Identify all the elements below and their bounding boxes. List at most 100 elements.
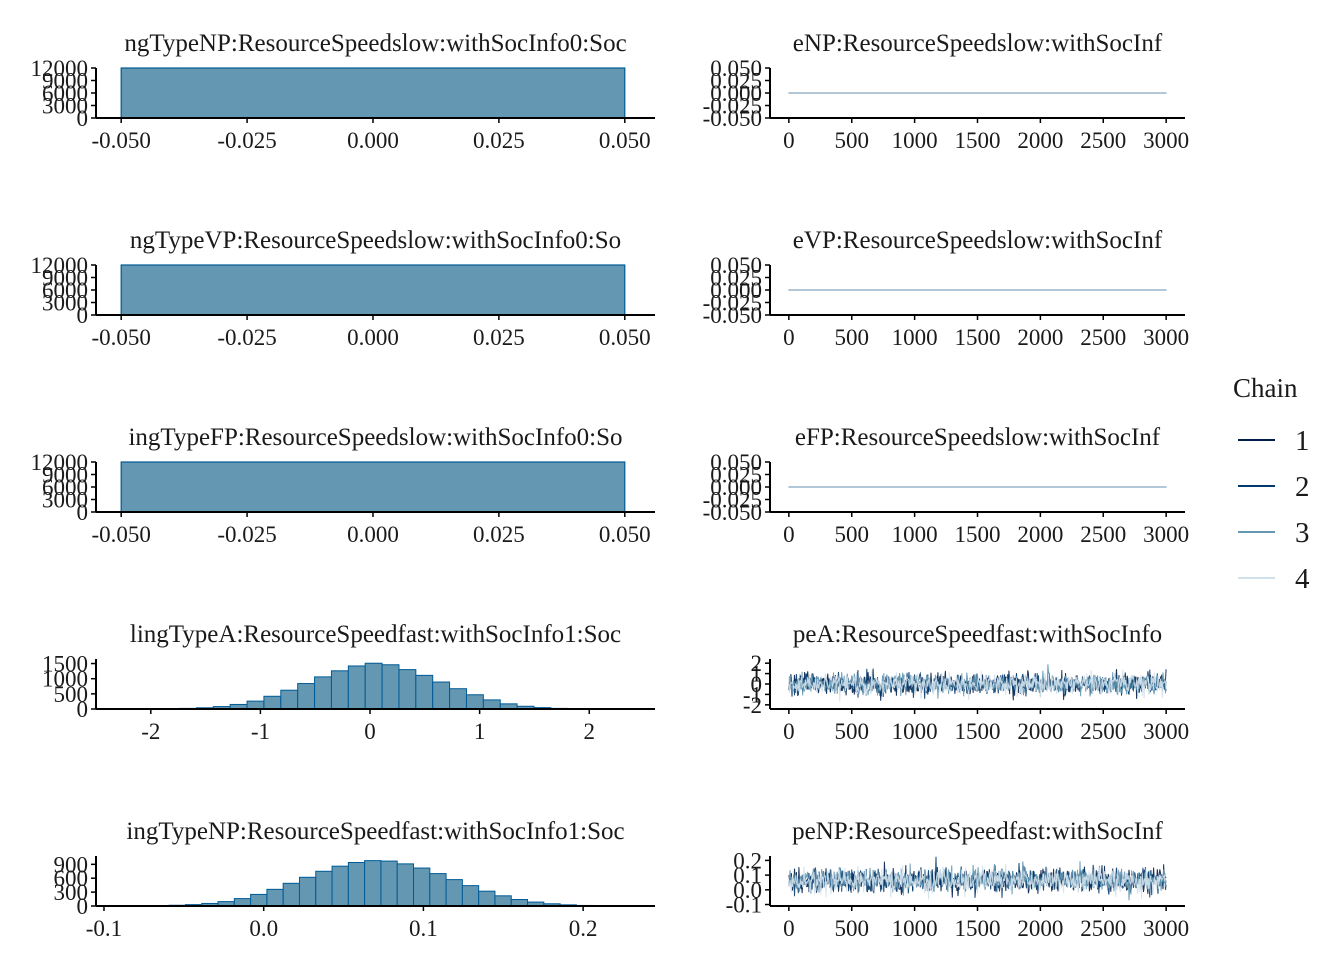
- x-tick-label: -0.050: [91, 128, 150, 153]
- histogram-bar: [314, 676, 332, 710]
- x-tick-label: -0.025: [217, 522, 276, 547]
- x-tick-label: 3000: [1143, 128, 1189, 153]
- x-tick-label: 0: [783, 128, 795, 153]
- legend-item-chain-3: 3: [1238, 517, 1310, 549]
- x-tick-label: 1500: [955, 719, 1001, 744]
- legend-items: 1 2 3 4: [1238, 425, 1310, 595]
- panel-9: ingTypeNP:ResourceSpeedfast:withSocInfo1…: [54, 818, 655, 941]
- histogram-bar: [449, 688, 467, 710]
- histogram-bar: [445, 879, 463, 907]
- y-tick-label: -0.1: [726, 893, 762, 918]
- legend-item-chain-4: 4: [1238, 563, 1310, 595]
- histogram-bar: [315, 870, 333, 907]
- x-tick-label: 0: [783, 325, 795, 350]
- histogram-bar: [347, 665, 366, 710]
- histogram-bar: [280, 689, 299, 710]
- histogram-bar: [461, 885, 480, 907]
- x-tick-label: 0.0: [249, 916, 278, 941]
- x-tick-label: -0.050: [91, 522, 150, 547]
- histogram-bar: [380, 860, 398, 907]
- legend-item-chain-1: 1: [1238, 425, 1310, 457]
- histogram-bars: [120, 67, 626, 119]
- histogram-bar: [364, 662, 383, 710]
- y-tick-label: 9000: [42, 69, 88, 94]
- y-tick-label: 12000: [31, 450, 89, 475]
- x-tick-label: 0.000: [347, 522, 399, 547]
- x-tick-label: 2500: [1080, 719, 1126, 744]
- x-tick-label: 2500: [1080, 916, 1126, 941]
- y-tick-label: 1500: [42, 652, 88, 677]
- legend-label: 2: [1295, 471, 1310, 503]
- panel-title: peA:ResourceSpeedfast:withSocInfo: [793, 621, 1162, 648]
- x-tick-label: 2000: [1017, 128, 1063, 153]
- y-tick-label: -0.050: [703, 106, 762, 131]
- histogram-bar: [298, 876, 317, 907]
- x-tick-label: -1: [251, 719, 270, 744]
- y-tick-label: 0: [77, 894, 89, 919]
- y-tick-label: 0: [77, 697, 89, 722]
- histogram-bar: [396, 863, 415, 907]
- x-tick-label: -2: [141, 719, 160, 744]
- x-tick-label: 0.050: [599, 522, 651, 547]
- y-tick-label: 0.1: [733, 863, 762, 888]
- legend-title: Chain: [1233, 373, 1298, 403]
- y-tick-label: 0: [751, 672, 763, 697]
- histogram-bar: [120, 461, 626, 513]
- x-tick-label: 2: [583, 719, 595, 744]
- y-tick-label: 0.000: [710, 475, 762, 500]
- panel-7: lingTypeA:ResourceSpeedfast:withSocInfo1…: [42, 621, 655, 744]
- y-tick-label: 2: [751, 651, 763, 676]
- legend-label: 3: [1295, 517, 1310, 549]
- x-tick-label: 1000: [892, 522, 938, 547]
- histogram-bar: [478, 890, 496, 907]
- y-tick-label: 0.025: [710, 69, 762, 94]
- y-tick-label: 3000: [42, 291, 88, 316]
- histogram-bar: [233, 898, 252, 907]
- y-tick-label: -0.050: [703, 500, 762, 525]
- trace-line-chain-4: [788, 669, 1167, 702]
- x-tick-label: 500: [834, 916, 869, 941]
- x-tick-label: 0.050: [599, 128, 651, 153]
- y-tick-label: 0.0: [733, 878, 762, 903]
- histogram-bar: [381, 664, 400, 710]
- x-tick-label: 2500: [1080, 128, 1126, 153]
- x-tick-label: 3000: [1143, 916, 1189, 941]
- x-tick-label: -0.025: [217, 325, 276, 350]
- x-tick-label: 0.025: [473, 325, 525, 350]
- histogram-bars: [103, 860, 643, 907]
- y-tick-label: 0: [77, 303, 89, 328]
- y-tick-label: 500: [54, 682, 89, 707]
- x-tick-label: 500: [834, 128, 869, 153]
- histogram-bar: [413, 867, 431, 907]
- y-tick-label: 0.025: [710, 463, 762, 488]
- x-tick-label: -0.1: [86, 916, 122, 941]
- y-tick-label: 300: [54, 880, 89, 905]
- panel-title: ngTypeVP:ResourceSpeedslow:withSocInfo0:…: [130, 227, 621, 254]
- legend-label: 1: [1295, 425, 1310, 457]
- y-tick-label: 9000: [42, 266, 88, 291]
- histogram-bar: [398, 669, 417, 710]
- x-tick-label: 0: [783, 522, 795, 547]
- legend: Chain 1 2 3 4: [1233, 373, 1310, 595]
- histogram-bar: [347, 861, 366, 907]
- panels: ngTypeNP:ResourceSpeedslow:withSocInfo0:…: [31, 30, 1190, 941]
- histogram-bar: [494, 895, 512, 907]
- y-tick-label: -0.025: [703, 94, 762, 119]
- y-tick-label: -1: [743, 682, 762, 707]
- y-tick-label: 6000: [42, 278, 88, 303]
- y-tick-label: 1000: [42, 667, 88, 692]
- x-tick-label: 1: [474, 719, 486, 744]
- x-tick-label: 0: [783, 719, 795, 744]
- y-tick-label: 12000: [31, 56, 89, 81]
- panel-1: ngTypeNP:ResourceSpeedslow:withSocInfo0:…: [31, 30, 655, 153]
- y-tick-label: -0.025: [703, 488, 762, 513]
- trace-line-chain-4: [788, 863, 1167, 900]
- y-tick-label: 0.050: [710, 253, 762, 278]
- panel-title: eVP:ResourceSpeedslow:withSocInf: [793, 227, 1163, 254]
- y-tick-label: 12000: [31, 253, 89, 278]
- y-tick-label: 0.2: [733, 848, 762, 873]
- x-tick-label: -0.050: [91, 325, 150, 350]
- x-tick-label: 0.2: [569, 916, 598, 941]
- x-tick-label: 0: [783, 916, 795, 941]
